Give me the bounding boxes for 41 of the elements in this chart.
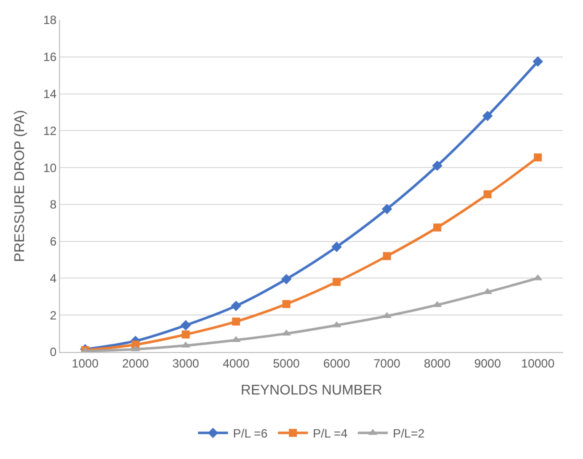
legend-label: P/L=2 bbox=[392, 426, 425, 441]
point bbox=[532, 56, 544, 67]
point bbox=[331, 242, 342, 252]
y-tick-label: 2 bbox=[50, 308, 57, 322]
legend-label: P/L =6 bbox=[233, 426, 268, 441]
legend-label: P/L =4 bbox=[312, 426, 348, 441]
point bbox=[382, 204, 392, 214]
y-tick-label: 0 bbox=[50, 345, 57, 360]
point bbox=[282, 300, 290, 308]
y-tick-label: 10 bbox=[43, 160, 57, 175]
y-tick-label: 8 bbox=[50, 198, 57, 212]
point bbox=[281, 274, 292, 284]
point bbox=[484, 190, 492, 198]
x-tick-label: 1000 bbox=[72, 356, 99, 370]
point bbox=[482, 110, 493, 122]
x-tick-label: 6000 bbox=[323, 356, 350, 370]
point bbox=[534, 153, 542, 162]
x-tick-label: 4000 bbox=[222, 356, 250, 370]
x-tick-label: 2000 bbox=[122, 356, 150, 370]
point bbox=[230, 300, 242, 312]
x-tick-label: 3000 bbox=[172, 356, 200, 370]
x-tick-label: 9000 bbox=[474, 356, 502, 370]
y-tick-label: 4 bbox=[50, 271, 57, 286]
y-tick-label: 18 bbox=[43, 13, 57, 28]
point bbox=[182, 330, 190, 338]
x-tick-label: 5000 bbox=[273, 356, 300, 370]
y-tick-label: 16 bbox=[43, 50, 57, 64]
point bbox=[433, 224, 442, 232]
x-axis-title: REYNOLDS NUMBER bbox=[240, 382, 382, 398]
point bbox=[232, 318, 240, 326]
y-tick-label: 14 bbox=[43, 86, 57, 101]
point bbox=[382, 252, 391, 260]
point bbox=[332, 278, 341, 286]
x-tick-label: 8000 bbox=[424, 356, 451, 370]
y-tick-label: 12 bbox=[43, 124, 57, 138]
x-tick-label: 10000 bbox=[521, 356, 555, 370]
point bbox=[432, 160, 442, 171]
x-tick-label: 7000 bbox=[374, 356, 401, 370]
y-axis-title: PRESSURE DROP (PA) bbox=[10, 110, 27, 262]
y-tick-label: 6 bbox=[50, 234, 57, 249]
point bbox=[180, 320, 191, 330]
